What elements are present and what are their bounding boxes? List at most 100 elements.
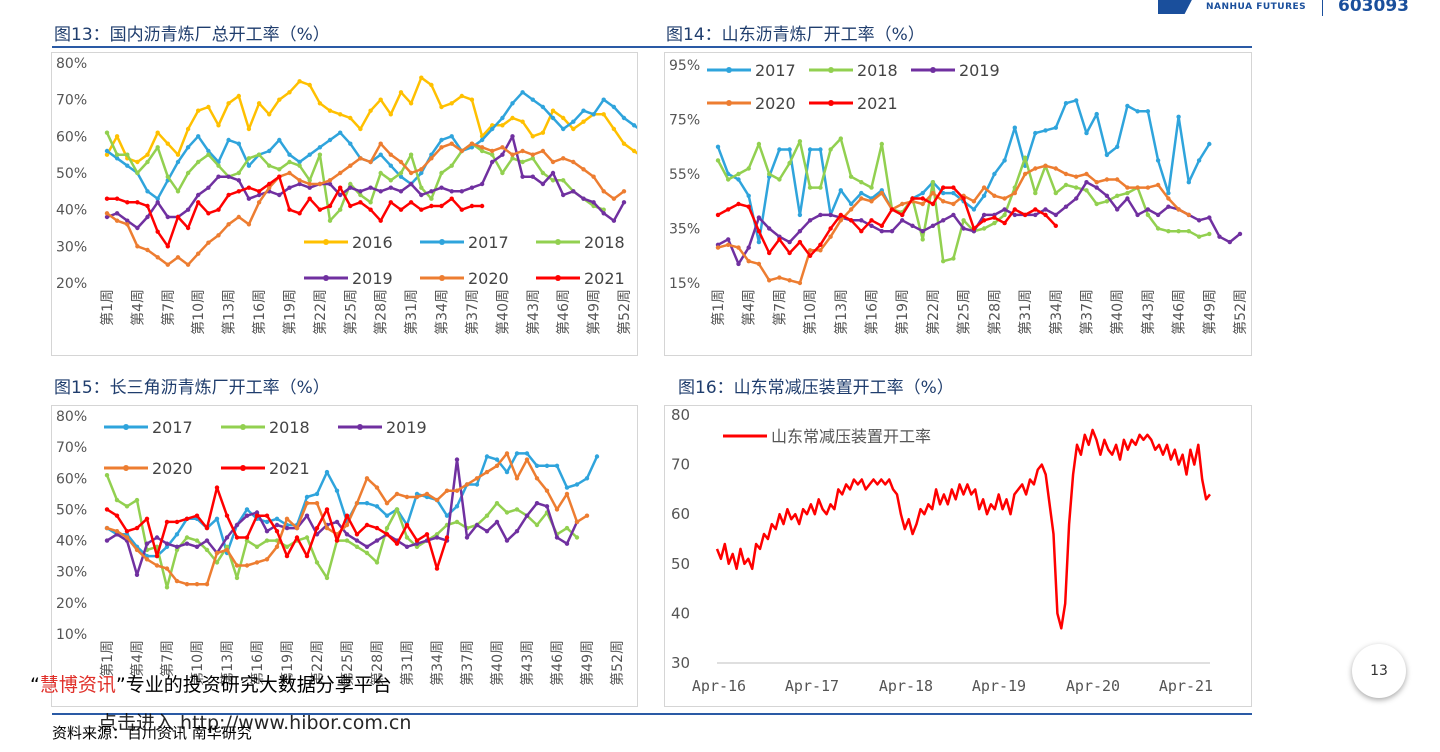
data-point-2019 (439, 185, 444, 190)
x-tick-label: 第43周 (1140, 289, 1157, 335)
data-point-2018 (879, 141, 884, 147)
bottom-rule (52, 713, 1252, 715)
data-point-2020 (484, 469, 490, 475)
watermark-link[interactable]: 点击进入 http://www.hibor.com.cn (98, 712, 412, 734)
data-point-2020 (767, 278, 772, 283)
data-point-2021 (206, 211, 211, 216)
watermark-text: ”专业的投资研究大数据分享平台 (115, 674, 392, 696)
x-tick-label: 第4周 (741, 289, 758, 326)
data-point-2017 (114, 156, 120, 161)
data-point-2021 (459, 207, 464, 212)
data-point-2020 (726, 242, 731, 247)
data-point-2021 (951, 185, 956, 190)
data-point-2017 (244, 507, 250, 512)
data-point-2021 (226, 192, 231, 198)
data-point-2019 (277, 192, 282, 198)
data-point-2019 (1002, 207, 1007, 212)
data-point-2018 (787, 160, 792, 166)
data-point-2017 (500, 115, 505, 121)
x-tick-label: 第43周 (519, 640, 536, 686)
data-point-2019 (368, 185, 373, 190)
data-point-2018 (494, 501, 500, 506)
data-point-2019 (378, 189, 383, 194)
data-point-2016 (550, 108, 556, 113)
data-point-2021 (394, 541, 400, 546)
data-point-2018 (838, 136, 843, 141)
x-tick-label: 第31周 (1017, 289, 1034, 335)
data-point-2020 (317, 181, 323, 187)
data-point-2018 (434, 532, 440, 537)
data-point-2020 (314, 501, 320, 506)
data-point-2020 (388, 152, 393, 157)
data-point-2021 (930, 201, 936, 207)
data-point-2021 (134, 525, 140, 531)
brand-separator (1322, 0, 1323, 16)
data-point-2017 (591, 112, 596, 117)
fig13-title: 图13：国内沥青炼厂总开工率（%） (54, 25, 330, 45)
data-point-2021 (264, 513, 270, 518)
data-point-2019 (334, 519, 340, 525)
x-tick-label: 第46周 (555, 289, 572, 335)
y-tick-label: 60% (56, 471, 87, 487)
data-point-2018 (134, 497, 140, 503)
data-point-2021 (992, 215, 997, 220)
x-tick-label: 第40周 (489, 640, 506, 686)
data-point-2020 (324, 525, 330, 531)
data-point-2020 (439, 145, 444, 150)
x-tick-label: Apr-17 (785, 677, 839, 695)
data-point-2019 (828, 212, 833, 218)
data-point-2019 (1196, 218, 1202, 223)
data-point-2018 (338, 207, 343, 212)
data-point-2017 (601, 97, 606, 102)
data-point-2021 (287, 207, 292, 212)
data-point-2021 (354, 532, 360, 537)
x-tick-label: 第34周 (429, 640, 446, 686)
x-tick-label: Apr-19 (972, 677, 1026, 695)
data-point-2021 (256, 189, 262, 194)
data-point-2021 (175, 214, 181, 220)
data-point-2017 (951, 190, 956, 196)
data-point-2017 (338, 130, 343, 135)
data-point-2021 (224, 513, 230, 518)
data-point-2017 (479, 137, 485, 143)
data-point-2020 (236, 214, 241, 220)
data-point-2018 (726, 177, 731, 182)
data-point-2020 (374, 485, 380, 490)
data-point-2019 (164, 541, 170, 546)
data-point-2018 (1155, 226, 1161, 231)
data-point-2020 (574, 519, 580, 525)
data-point-2017 (520, 90, 525, 95)
data-point-2017 (1063, 101, 1069, 106)
data-point-2016 (246, 126, 252, 132)
data-point-2019 (1125, 196, 1130, 201)
data-point-2019 (534, 501, 540, 506)
data-point-2021 (1053, 223, 1058, 228)
data-point-2021 (398, 207, 404, 212)
data-point-2020 (294, 525, 300, 531)
data-point-2017 (1166, 190, 1171, 196)
data-point-2020 (104, 525, 110, 531)
data-point-2017 (214, 516, 220, 521)
data-point-2019 (104, 538, 110, 543)
data-point-2018 (756, 141, 762, 147)
data-point-2017 (838, 188, 843, 193)
data-point-2017 (324, 469, 330, 475)
data-point-2018 (439, 170, 444, 176)
series-line-2019 (106, 135, 626, 230)
data-point-2018 (267, 163, 272, 168)
y-tick-label: 50% (56, 166, 87, 182)
data-point-2018 (530, 156, 535, 161)
data-point-2016 (561, 115, 566, 121)
data-point-2018 (384, 525, 390, 531)
data-point-2021 (297, 211, 302, 216)
data-point-2016 (419, 75, 424, 80)
data-point-2020 (571, 159, 576, 165)
data-point-2018 (534, 522, 540, 528)
data-point-2018 (1115, 193, 1120, 198)
data-point-2021 (756, 229, 762, 234)
data-point-2019 (234, 522, 240, 528)
data-point-2020 (1094, 180, 1099, 185)
data-point-2020 (869, 199, 874, 204)
data-point-2017 (981, 193, 987, 198)
data-point-2020 (1002, 196, 1007, 201)
